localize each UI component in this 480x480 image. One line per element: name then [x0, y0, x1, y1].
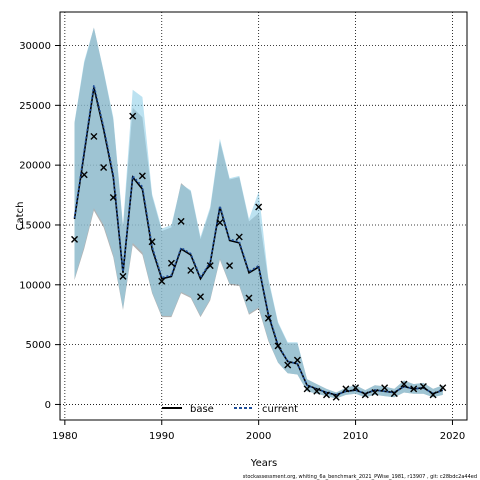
confidence-bands: [74, 27, 443, 399]
observed-point: [138, 172, 146, 180]
observed-point: [322, 391, 330, 399]
observed-point: [197, 293, 205, 301]
line-base: [73, 87, 444, 396]
observed-point: [177, 217, 185, 225]
observed-point: [119, 272, 127, 280]
observed-point: [90, 132, 98, 140]
grid-lines: [60, 12, 467, 420]
x-tick-label: 2000: [246, 431, 271, 442]
observed-point: [158, 277, 166, 285]
footnote: stockassessment.org, whiting_6a_benchmar…: [243, 474, 477, 480]
legend: base current: [162, 404, 298, 415]
x-tick-label: 1990: [149, 431, 174, 442]
observed-point: [371, 388, 379, 396]
observed-point: [187, 266, 195, 274]
observed-point: [439, 384, 447, 392]
plot-frame: [59, 11, 468, 421]
observed-point: [264, 314, 272, 322]
y-tick-label: 25000: [19, 101, 51, 112]
observed-point: [109, 193, 117, 201]
observed-point: [216, 219, 224, 227]
line-current: [73, 84, 444, 396]
observed-point: [390, 390, 398, 398]
observed-point: [361, 391, 369, 399]
observed-point: [129, 112, 137, 120]
observed-point: [284, 361, 292, 369]
x-tick-label: 2010: [343, 431, 368, 442]
observed-point: [245, 294, 253, 302]
observed-point: [342, 385, 350, 393]
observed-point: [71, 235, 79, 243]
observed-point: [410, 385, 418, 393]
y-tick-label: 10000: [19, 280, 51, 291]
y-tick-label: 30000: [19, 41, 51, 52]
observed-point: [167, 259, 175, 267]
y-tick-label: 15000: [19, 220, 51, 231]
x-axis-title: Years: [250, 458, 277, 469]
y-tick-label: 0: [45, 400, 51, 411]
observed-point: [255, 203, 263, 211]
y-tick-label: 5000: [26, 340, 51, 351]
x-tick-label: 2020: [440, 431, 465, 442]
series-lines: [73, 84, 444, 396]
observed-point: [332, 393, 340, 401]
observed-point: [226, 262, 234, 270]
observed-point: [313, 387, 321, 395]
observed-point: [381, 384, 389, 392]
x-tick-label: 1980: [52, 431, 77, 442]
legend-current-label: current: [262, 404, 298, 415]
observed-point: [293, 356, 301, 364]
observed-point: [80, 171, 88, 179]
observed-point: [235, 233, 243, 241]
y-tick-label: 20000: [19, 161, 51, 172]
band-current: [74, 27, 443, 399]
observed-point: [352, 384, 360, 392]
observed-point: [148, 238, 156, 246]
observed-point: [100, 164, 108, 172]
observed-point: [274, 342, 282, 350]
axis-ticks: 1980 1990 2000 2010 2020 0 5000 10000 15000 20000…: [19, 41, 465, 442]
observed-point: [429, 391, 437, 399]
legend-base-label: base: [190, 404, 214, 415]
observed-point: [206, 262, 214, 270]
observed-point: [419, 383, 427, 390]
y-axis-title: Catch: [15, 202, 26, 231]
observed-point: [303, 385, 311, 393]
observed-points: [71, 112, 447, 401]
observed-point: [400, 380, 408, 388]
